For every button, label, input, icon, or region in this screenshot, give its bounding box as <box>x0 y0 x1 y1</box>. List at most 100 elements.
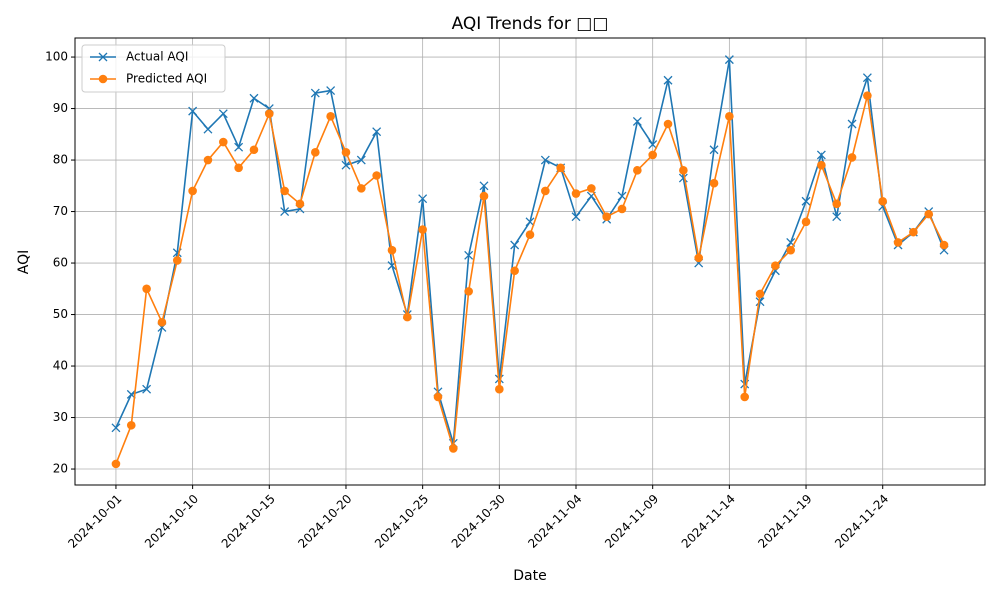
chart-title: AQI Trends for □□ <box>452 14 609 34</box>
marker <box>786 245 796 255</box>
marker <box>709 178 719 188</box>
marker <box>847 153 857 162</box>
marker <box>326 111 335 121</box>
marker <box>540 155 550 165</box>
marker <box>326 86 336 95</box>
y-tick-label: 50 <box>53 307 68 321</box>
marker <box>203 124 213 134</box>
marker <box>816 150 826 160</box>
marker <box>724 55 734 65</box>
marker <box>663 119 673 129</box>
marker <box>893 238 903 247</box>
marker <box>525 230 535 240</box>
marker <box>740 392 749 402</box>
x-tick-label: 2024-10-30 <box>449 492 508 551</box>
marker <box>510 266 519 276</box>
marker <box>494 374 504 384</box>
marker <box>310 88 320 98</box>
marker <box>357 184 366 193</box>
y-tick-label: 100 <box>45 50 68 64</box>
marker <box>678 173 688 183</box>
legend-label: Predicted AQI <box>126 72 207 86</box>
marker <box>203 155 213 165</box>
x-tick-label: 2024-10-25 <box>372 492 431 551</box>
marker <box>249 145 259 155</box>
marker <box>234 163 243 173</box>
marker <box>172 256 182 265</box>
x-axis-label: Date <box>513 568 546 584</box>
marker <box>556 163 565 173</box>
marker <box>939 240 949 250</box>
marker <box>632 116 642 126</box>
marker <box>541 186 550 196</box>
marker <box>847 119 857 129</box>
marker <box>709 145 719 155</box>
marker <box>249 93 259 103</box>
marker <box>418 225 427 234</box>
marker <box>617 204 627 214</box>
marker <box>264 109 274 119</box>
marker <box>771 261 780 270</box>
marker <box>479 191 489 201</box>
marker <box>418 194 428 204</box>
marker <box>142 284 151 294</box>
y-tick-label: 70 <box>53 204 68 218</box>
marker <box>188 106 198 116</box>
marker <box>403 312 412 322</box>
marker <box>924 209 934 219</box>
plot-frame <box>74 37 986 486</box>
y-tick-label: 90 <box>53 101 68 115</box>
marker <box>280 186 289 196</box>
x-tick-label: 2024-11-24 <box>832 492 891 551</box>
marker <box>602 212 611 221</box>
x-tick-label: 2024-11-09 <box>602 492 661 551</box>
y-tick-label: 80 <box>53 153 68 167</box>
marker <box>648 150 657 160</box>
marker <box>218 109 228 119</box>
x-tick-label: 2024-10-10 <box>142 492 201 551</box>
marker <box>464 250 474 260</box>
x-tick-label: 2024-11-14 <box>679 492 738 551</box>
marker <box>126 420 136 430</box>
marker <box>663 75 673 85</box>
marker <box>188 186 197 196</box>
marker <box>341 160 351 170</box>
marker <box>387 245 397 255</box>
marker <box>587 184 596 193</box>
marker <box>341 148 351 157</box>
marker <box>142 384 152 394</box>
marker <box>311 148 320 157</box>
marker <box>801 196 811 206</box>
legend-box <box>81 44 226 93</box>
marker <box>295 199 305 209</box>
marker <box>571 189 581 198</box>
legend-label: Actual AQI <box>126 50 188 64</box>
marker <box>571 212 581 222</box>
marker <box>372 171 381 180</box>
marker <box>280 207 290 217</box>
marker <box>755 289 765 299</box>
x-tick-label: 2024-10-15 <box>219 492 278 551</box>
marker <box>525 217 535 227</box>
marker <box>111 459 121 469</box>
marker <box>862 73 872 83</box>
marker <box>648 140 658 150</box>
line <box>115 95 945 465</box>
marker <box>234 142 244 152</box>
marker <box>755 297 765 307</box>
marker <box>111 423 121 433</box>
marker <box>464 287 473 296</box>
marker <box>878 196 888 206</box>
x-tick-label: 2024-10-01 <box>65 492 124 551</box>
marker <box>157 317 167 327</box>
y-tick-label: 60 <box>53 256 68 270</box>
marker <box>909 227 918 237</box>
y-tick-label: 40 <box>53 359 68 373</box>
y-axis-label: AQI <box>16 250 32 274</box>
marker <box>356 155 366 165</box>
marker <box>372 127 382 137</box>
marker <box>679 166 688 175</box>
marker <box>449 444 458 453</box>
marker <box>433 392 443 402</box>
